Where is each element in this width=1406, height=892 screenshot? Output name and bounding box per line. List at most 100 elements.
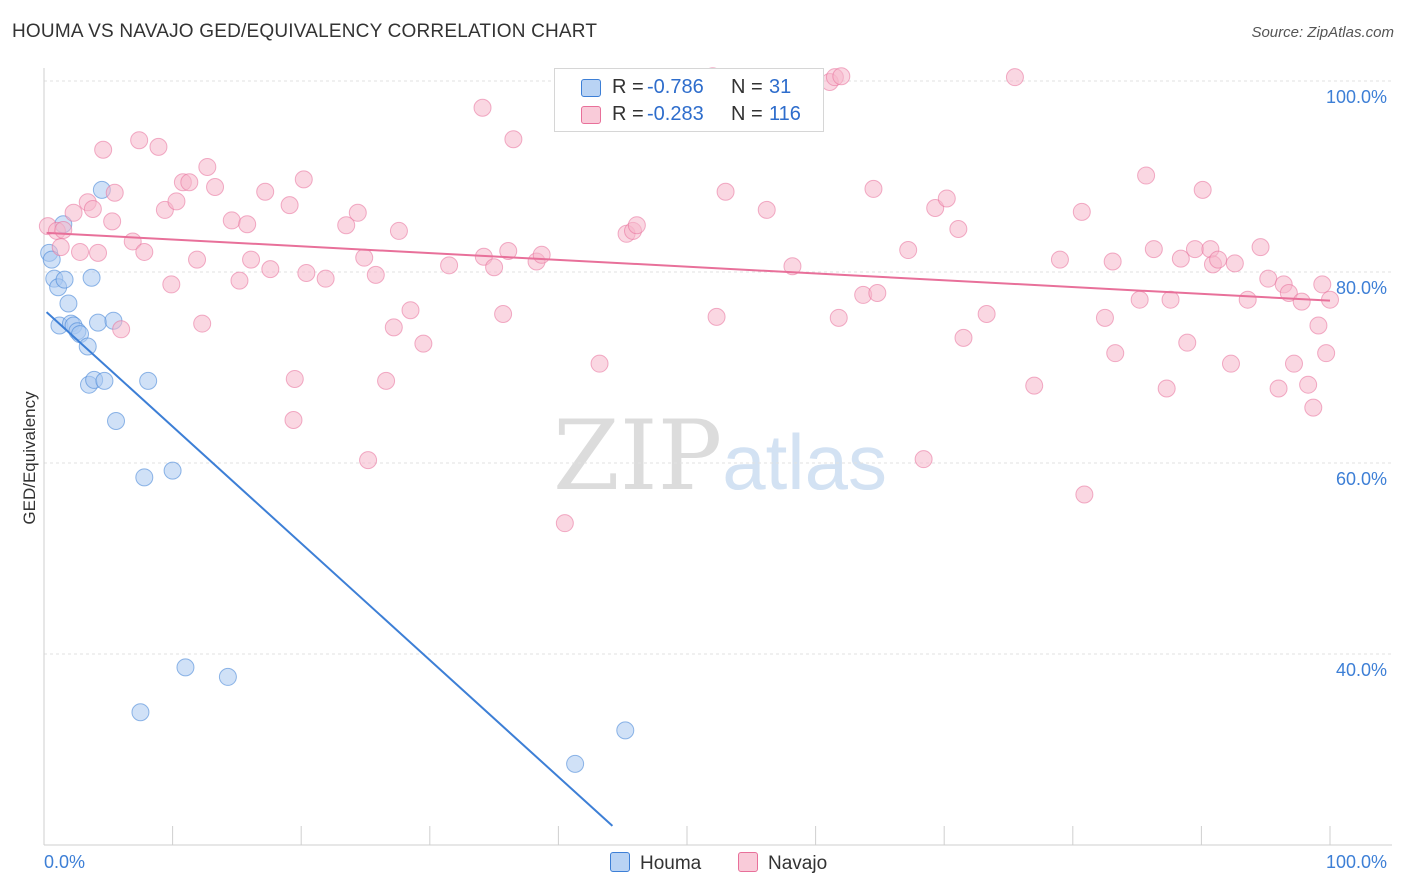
navajo-point-69 [832,67,851,86]
navajo-point-94 [1171,249,1190,268]
navajo-point-114 [1313,275,1332,294]
navajo-point-12 [112,320,131,339]
navajo-point-93 [1161,290,1180,309]
watermark-zip: ZIP [553,400,723,512]
navajo-point-4 [64,203,83,222]
legend-item-navajo[interactable]: Navajo [738,852,827,875]
navajo-point-72 [864,179,883,198]
houma-point-26 [218,667,237,686]
navajo-point-34 [285,369,304,388]
houma-point-27 [566,754,585,773]
navajo-point-45 [389,221,408,240]
navajo-point-91 [1144,240,1163,259]
navajo-point-92 [1157,379,1176,398]
navajo-trend-line [46,231,1331,302]
navajo-point-74 [899,241,918,260]
houma-point-6 [55,270,74,289]
navajo-point-104 [1251,238,1270,257]
navajo-point-82 [1025,376,1044,395]
legend-navajo-swatch [738,852,758,872]
navajo-point-46 [401,301,420,320]
navajo-point-52 [494,305,513,324]
navajo-point-5 [71,242,90,261]
navajo-point-51 [485,258,504,277]
houma-swatch [581,79,601,97]
houma-point-23 [139,371,158,390]
navajo-point-47 [414,334,433,353]
houma-point-14 [82,268,101,287]
watermark-atlas: atlas [722,418,887,506]
chart-source: Source: ZipAtlas.com [1251,24,1394,41]
navajo-n-label: N = [731,103,763,125]
houma-point-28 [616,721,635,740]
houma-point-16 [89,313,108,332]
navajo-point-25 [206,178,225,197]
navajo-point-78 [949,220,968,239]
navajo-point-49 [473,98,492,117]
x-tick-label-0: 0.0% [44,852,86,872]
navajo-point-83 [1050,250,1069,269]
navajo-swatch [581,106,601,124]
navajo-point-37 [316,269,335,288]
navajo-point-27 [230,271,249,290]
navajo-point-30 [256,182,275,201]
navajo-point-3 [54,220,73,239]
y-axis-title: GED/Equivalency [20,391,39,525]
navajo-point-18 [162,275,181,294]
navajo-point-81 [1005,68,1024,87]
navajo-point-29 [242,250,261,269]
navajo-point-23 [193,314,212,333]
navajo-point-16 [149,137,168,156]
navajo-point-89 [1130,290,1149,309]
navajo-point-26 [222,211,241,230]
navajo-point-57 [555,514,574,533]
legend-item-houma[interactable]: Houma [610,852,701,875]
navajo-point-19 [167,192,186,211]
navajo-point-97 [1193,180,1212,199]
stats-row-navajo: R = -0.283 N = 116 [555,100,823,128]
navajo-point-22 [188,250,207,269]
navajo-point-41 [359,451,378,470]
navajo-point-70 [829,308,848,327]
navajo-point-53 [499,241,518,260]
houma-n-label: N = [731,76,763,98]
houma-point-24 [163,461,182,480]
y-tick-label-100: 100.0% [1326,87,1388,107]
navajo-point-61 [627,216,646,235]
houma-point-22 [135,468,154,487]
navajo-point-66 [783,257,802,276]
navajo-point-54 [504,130,523,149]
navajo-point-2 [51,238,70,257]
navajo-point-102 [1225,254,1244,273]
navajo-point-32 [280,196,299,215]
navajo-point-113 [1309,316,1328,335]
navajo-point-36 [297,263,316,282]
navajo-point-58 [590,354,609,373]
navajo-point-84 [1072,202,1091,221]
navajo-point-86 [1095,308,1114,327]
navajo-point-39 [348,203,367,222]
houma-point-18 [95,371,114,390]
navajo-point-88 [1106,344,1125,363]
houma-point-7 [59,294,78,313]
y-tick-label-60: 60.0% [1336,469,1388,489]
navajo-point-76 [926,199,945,218]
navajo-point-43 [377,371,396,390]
navajo-point-96 [1185,240,1204,259]
navajo-n-value: 116 [769,103,801,125]
stats-row-houma: R = -0.786 N = 31 [555,73,823,101]
navajo-point-90 [1137,166,1156,185]
navajo-point-31 [261,260,280,279]
houma-trend-line [45,311,614,827]
legend-navajo-label: Navajo [768,853,828,874]
navajo-point-10 [103,212,122,231]
navajo-point-106 [1269,379,1288,398]
navajo-point-48 [440,256,459,275]
navajo-point-33 [284,411,303,430]
navajo-point-109 [1284,354,1303,373]
stats-legend: R = -0.786 N = 31 R = -0.283 N = 116 [554,68,824,132]
y-tick-label-80: 80.0% [1336,278,1388,298]
navajo-point-38 [337,216,356,235]
navajo-point-44 [384,318,403,337]
houma-point-1 [42,250,61,269]
